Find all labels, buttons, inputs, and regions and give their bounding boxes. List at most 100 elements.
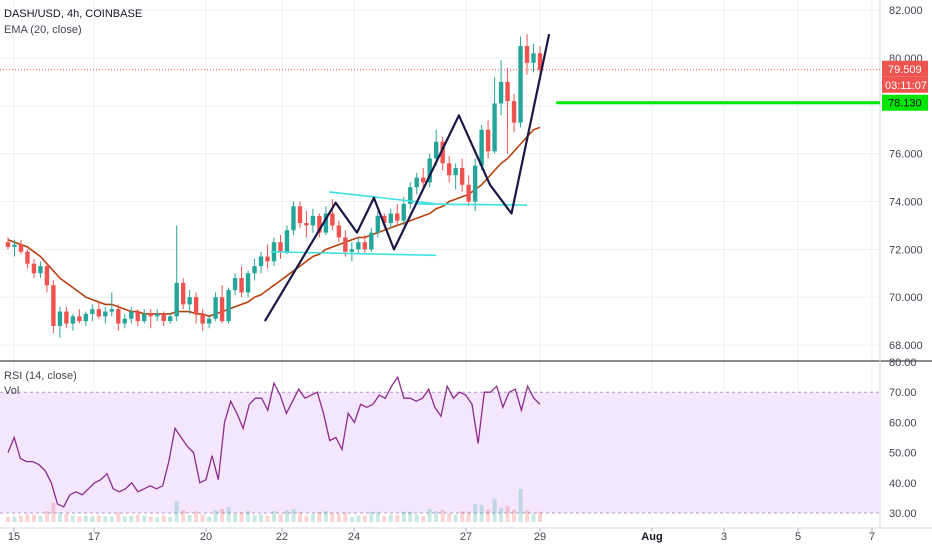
volume-bar [499,508,504,522]
candle-body [531,53,536,63]
candle-body [187,297,192,305]
candles [5,34,543,338]
candle-body [479,129,484,166]
volume-bar [362,515,367,522]
time-tick-label: 20 [200,531,212,543]
volume-bar [408,511,413,522]
candle [485,120,491,159]
candle-body [200,313,205,324]
volume-bar [291,509,296,522]
candle-body [505,81,510,102]
rsi-polyline [7,375,541,508]
volume-bar [161,515,166,522]
candle-body [291,206,296,231]
candle [12,239,17,257]
candle [375,211,381,238]
volume-bar [174,501,179,522]
candle-body [317,215,322,233]
rsi-tick-label: 60.00 [889,417,917,429]
candle-body [356,242,361,250]
candle [518,36,523,128]
candle-body [278,242,283,252]
volume-bar [518,489,523,522]
candle [492,77,497,154]
volume-bars [6,489,542,522]
time-tick-label: 3 [721,531,727,543]
volume-bar [70,515,75,522]
volume-bar [382,515,387,522]
volume-bar [187,514,192,522]
candle [459,158,465,192]
volume-bar [51,502,56,522]
ema-line [7,126,541,318]
drawings [0,33,880,322]
volume-bar [220,508,225,522]
candle [135,309,140,326]
time-tick-label: 7 [869,531,875,543]
volume-bar [155,517,160,522]
candle-body [408,187,413,204]
price-axis: 82.00080.00078.00076.00074.00072.00070.0… [882,5,928,520]
candle [453,163,458,190]
volume-bar [103,516,108,522]
candle [310,208,316,233]
candle [297,201,303,228]
candle-body [395,213,400,221]
candle-body [90,309,95,314]
volume-bar [538,511,542,522]
candle [245,270,251,298]
volume-bar [77,516,82,522]
candle-body [122,318,127,324]
candle [408,182,413,209]
time-tick-label: Aug [641,531,662,543]
candle [83,311,89,326]
candle [44,263,50,293]
target-price-value: 78.130 [888,98,922,110]
volume-bar [96,515,101,522]
candle-body [51,285,56,326]
candle-body [77,316,82,322]
vol-legend-label: Vol [4,385,20,397]
price-tick-label: 82.000 [889,5,923,17]
candle-body [12,244,17,247]
candle-body [414,177,419,188]
volume-bar [116,512,121,522]
candle [155,309,160,322]
candle [219,285,225,324]
price-tick-label: 70.000 [889,292,923,304]
candle [252,258,257,281]
volume-bar [57,512,62,522]
candle-body [401,203,406,221]
candle [433,129,439,166]
candle [96,301,102,319]
volume-bar [122,516,127,522]
candle [25,249,30,269]
candle [479,124,484,171]
volume-bar [135,514,140,522]
volume-bar [479,504,484,522]
rsi-tick-label: 50.00 [889,448,917,460]
volume-bar [233,513,238,522]
candle [174,225,179,322]
rsi-band-fill [0,392,880,513]
volume-bar [525,510,530,522]
candle [116,304,121,331]
candle [258,251,264,274]
candle-body [265,256,270,262]
candle [167,313,173,324]
candle-body [245,273,251,293]
candle [213,292,218,322]
candle [90,304,95,322]
volume-bar [148,516,153,522]
volume-bar [207,516,212,522]
candle-body [57,311,63,326]
rsi-line [7,375,541,508]
volume-bar [460,511,465,522]
candle-body [213,297,218,319]
price-tick-label: 76.000 [889,149,923,161]
volume-bar [512,509,517,522]
candle [187,290,192,314]
candle-body [167,316,173,322]
